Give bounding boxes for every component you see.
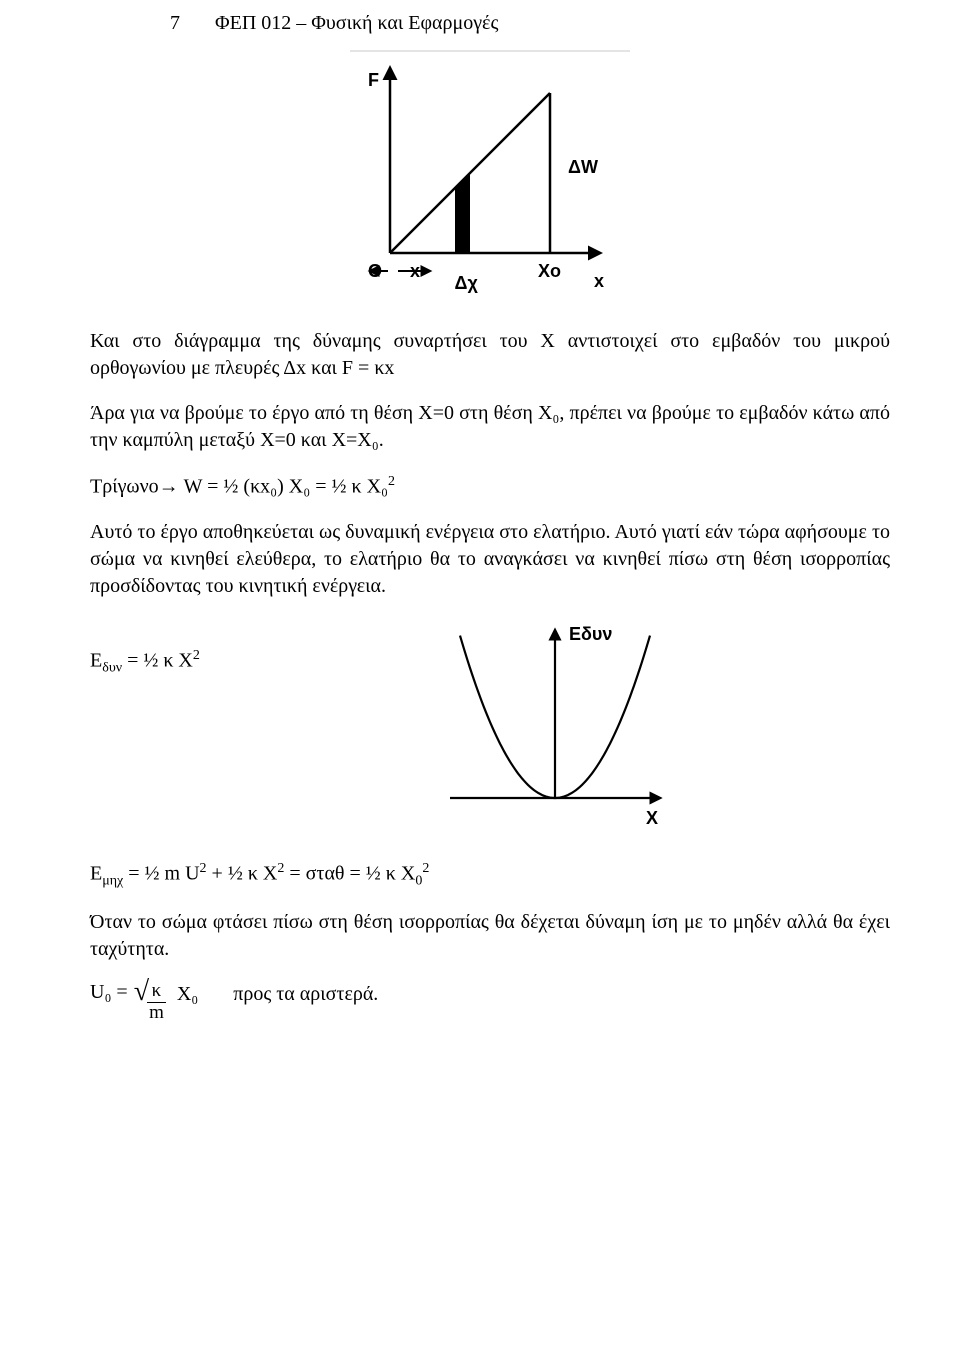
figure-parabola-svg: Εδυν X [435,618,675,828]
svg-text:F: F [368,70,379,90]
svg-text:Εδυν: Εδυν [569,624,612,644]
eq-triangle-prefix: Τρίγωνο [90,476,159,498]
sqrt-block: √ κ m [134,981,166,1024]
page-title: ΦΕΠ 012 – Φυσική και Εφαρμογές [215,12,498,34]
eq-emix-body-b: + ½ κ Χ [207,862,278,884]
eq-triangle-sup: 2 [388,474,395,489]
eq-u0-rest: Χ₀ προς τα αριστερά. [172,981,378,1005]
eq-emix-sup-a: 2 [200,861,207,876]
page-number: 7 [170,12,210,35]
paragraph-1: Και στο διάγραμμα της δύναμης συναρτήσει… [90,328,890,382]
paragraph-4: Όταν το σώμα φτάσει πίσω στη θέση ισορρο… [90,909,890,963]
eq-emix-body-c: = σταθ = ½ κ Χ [284,862,415,884]
eq-edyn-prefix: Ε [90,649,102,671]
eq-u0-lhs: U₀ = [90,981,128,1003]
equation-emix: Εμηχ = ½ m U2 + ½ κ Χ2 = σταθ = ½ κ Χ02 [90,859,890,891]
page-header: 7 ΦΕΠ 012 – Φυσική και Εφαρμογές [90,12,890,35]
svg-text:Δχ: Δχ [455,273,479,293]
frac-den: m [147,1003,166,1024]
paragraph-3: Αυτό το έργο αποθηκεύεται ως δυναμική εν… [90,519,890,600]
eq-emix-prefix: Ε [90,862,102,884]
eq-emix-sub: μηχ [102,873,123,888]
page: 7 ΦΕΠ 012 – Φυσική και Εφαρμογές F Ox Δχ Xo… [0,0,960,1372]
svg-text:x: x [594,271,604,291]
equation-u0: U₀ = √ κ m Χ₀ προς τα αριστερά. [90,981,890,1024]
eq-edyn-body: = ½ κ Χ [122,649,193,671]
svg-text:X: X [646,808,658,828]
svg-text:ΔW: ΔW [568,157,598,177]
paragraph-2: Άρα για να βρούμε το έργο από τη θέση Χ=… [90,400,890,454]
figure-work-triangle: F Ox Δχ Xo x ΔW [90,43,890,308]
svg-text:Xo: Xo [538,261,561,281]
arrow-right-icon: → [159,476,179,498]
equation-edyn: Εδυν = ½ κ Χ2 [90,646,200,678]
eq-edyn-sub: δυν [102,660,122,675]
row-edyn-eq-and-figure: Εδυν = ½ κ Χ2 Εδυν X [90,618,890,833]
figure-work-triangle-svg: F Ox Δχ Xo x ΔW [330,43,650,303]
eq-emix-sup-c: 2 [422,861,429,876]
svg-text:x: x [410,261,420,281]
frac-num: κ [147,981,166,1003]
equation-triangle: Τρίγωνο→ W = ½ (κx₀) X₀ = ½ κ X₀2 [90,472,890,501]
eq-edyn-sup: 2 [193,648,200,663]
frac-kappa-over-m: κ m [147,981,166,1024]
svg-text:O: O [368,261,382,281]
eq-triangle-body: W = ½ (κx₀) X₀ = ½ κ X₀ [179,476,388,498]
eq-emix-body-a: = ½ m U [123,862,199,884]
